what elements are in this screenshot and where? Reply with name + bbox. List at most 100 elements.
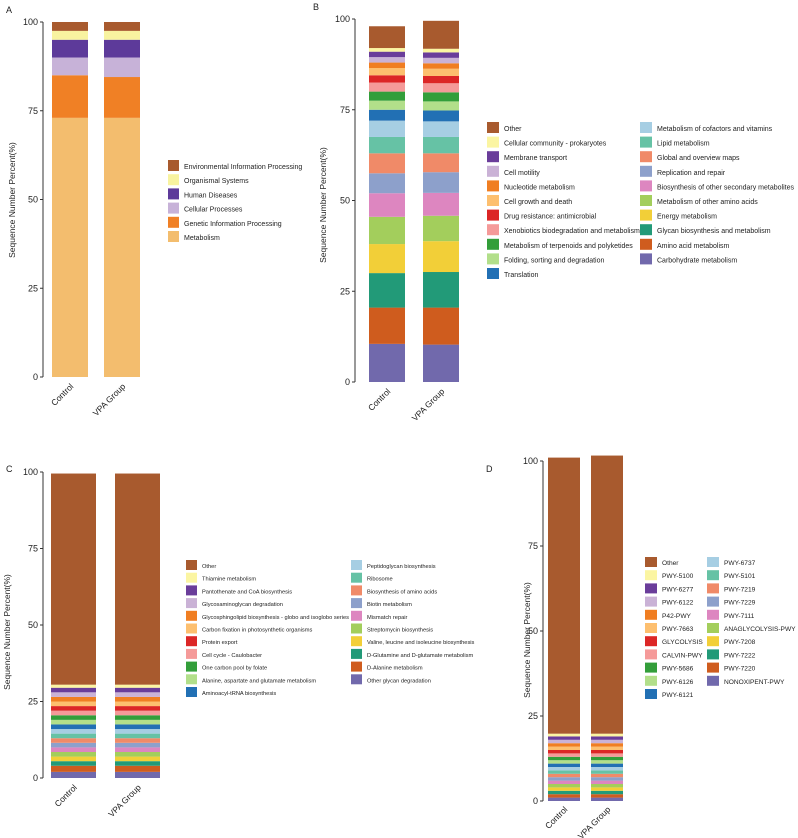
y-tick-label-c-0: 0: [33, 773, 38, 783]
bar-segment-b-vpa-group-folding-sorting-and-degradation: [423, 101, 459, 111]
bar-segment-d-vpa-group-pwy-6126: [591, 760, 623, 764]
bar-segment-a-control-cellular-processes: [52, 57, 88, 76]
bar-segment-d-vpa-group-pwy-6737: [591, 767, 623, 771]
legend-label-b-glycan-biosynthesis-and-metabolism: Glycan biosynthesis and metabolism: [657, 228, 771, 235]
legend-label-b-xenobiotics-biodegradation-and-metabolism: Xenobiotics biodegradation and metabolis…: [504, 228, 640, 235]
legend-swatch-b-replication-and-repair: [640, 165, 652, 177]
bar-segment-c-control-glycosaminoglycan-degradation: [51, 692, 96, 697]
bar-segment-d-control-pwy-5686: [548, 756, 580, 761]
bar-segment-d-control-pwy-6121: [548, 763, 580, 767]
legend-swatch-c-biosynthesis-of-amino-acids: [351, 585, 362, 596]
legend-swatch-b-biosynthesis-of-other-secondary-metabolites: [640, 180, 652, 192]
legend-label-d-pwy-7220: PWY-7220: [724, 666, 756, 673]
legend-swatch-b-cell-growth-and-death: [487, 195, 499, 206]
bar-segment-c-vpa-group-mismatch-repair: [115, 747, 160, 752]
bar-segment-b-vpa-group-metabolism-of-terpenoids-and-polyketides: [423, 92, 459, 102]
x-tick-label-c-vpa-group: VPA Group: [106, 782, 143, 819]
bar-segment-c-vpa-group-carbon-fixation-in-photosynthetic-organisms: [115, 701, 160, 707]
legend-label-c-carbon-fixation-in-photosynthetic-organisms: Carbon fixation in photosynthetic organi…: [202, 628, 312, 634]
bar-segment-b-control-membrane-transport: [369, 51, 405, 58]
bar-segment-d-vpa-group-glycolysis: [591, 750, 623, 754]
y-axis-title-a: Sequence Number Percent(%): [7, 142, 17, 258]
legend-swatch-d-pwy-5686: [645, 662, 657, 673]
legend-label-b-cell-motility: Cell motility: [504, 170, 540, 177]
bar-segment-d-control-pwy-7229: [548, 777, 580, 781]
bar-segment-c-vpa-group-d-glutamine-and-d-glutamate-metabolism: [115, 761, 160, 766]
legend-swatch-d-other: [645, 557, 657, 567]
x-tick-label-a-vpa-group: VPA Group: [91, 381, 128, 418]
chart-panel-b: B 0 25 50 75 100 Sequence Number Percent(%) Con…: [313, 2, 794, 423]
bar-segment-d-vpa-group-pwy-7208: [591, 787, 623, 791]
bar-segment-c-control-peptidoglycan-biosynthesis: [51, 729, 96, 734]
bar-segment-a-control-human-diseases: [52, 39, 88, 58]
legend-label-b-drug-resistance-antimicrobial: Drug resistance: antimicrobial: [504, 214, 597, 221]
bar-segment-c-vpa-group-peptidoglycan-biosynthesis: [115, 729, 160, 734]
bar-segment-d-vpa-group-pwy-6277: [591, 736, 623, 740]
legend-swatch-c-protein-export: [186, 636, 197, 647]
y-tick-label-d-100: 100: [523, 456, 538, 466]
bar-segment-b-control-cell-growth-and-death: [369, 68, 405, 76]
bar-segment-b-control-metabolism-of-other-amino-acids: [369, 216, 405, 245]
legend-swatch-b-translation: [487, 268, 499, 279]
bar-segment-d-control-nonoxipent-pwy: [548, 797, 580, 801]
bar-segment-d-control-pwy-5100: [548, 733, 580, 737]
legend-swatch-c-other-glycan-degradation: [351, 674, 362, 685]
bar-segment-b-vpa-group-carbohydrate-metabolism: [423, 344, 459, 382]
bar-segment-d-vpa-group-pwy-7229: [591, 777, 623, 781]
bar-segment-b-control-metabolism-of-cofactors-and-vitamins: [369, 120, 405, 137]
bar-segment-d-control-pwy-7219: [548, 773, 580, 778]
bar-segment-c-vpa-group-ribosome: [115, 733, 160, 739]
bar-segment-d-vpa-group-pwy-7111: [591, 780, 623, 784]
legend-swatch-b-cell-motility: [487, 165, 499, 177]
bar-segment-c-vpa-group-alanine-aspartate-and-glutamate-metabolism: [115, 719, 160, 725]
legend-label-d-pwy-7229: PWY-7229: [724, 600, 756, 607]
legend-label-a-genetic-information-processing: Genetic Information Processing: [184, 221, 282, 228]
bar-segment-b-control-xenobiotics-biodegradation-and-metabolism: [369, 82, 405, 92]
legend-swatch-c-aminoacyl-trna-biosynthesis: [186, 687, 197, 697]
bar-segment-d-vpa-group-other: [591, 455, 623, 734]
y-tick-label-b-75: 75: [340, 105, 350, 115]
legend-swatch-a-metabolism: [168, 231, 179, 242]
legend-swatch-d-pwy-6121: [645, 689, 657, 699]
legend-swatch-c-streptomycin-biosynthesis: [351, 623, 362, 634]
legend-swatch-c-cell-cycle-caulobacter: [186, 648, 197, 659]
legend-label-b-nucleotide-metabolism: Nucleotide metabolism: [504, 184, 575, 191]
bar-segment-b-vpa-group-membrane-transport: [423, 52, 459, 58]
legend-label-c-pantothenate-and-coa-biosynthesis: Pantothenate and CoA biosynthesis: [202, 589, 292, 595]
bar-segment-c-vpa-group-protein-export: [115, 706, 160, 711]
bar-segment-c-control-glycosphingolipid-biosynthesis-globo-and-isoglobo-series: [51, 696, 96, 702]
legend-swatch-d-pwy-6126: [645, 675, 657, 686]
bar-segment-a-control-metabolism: [52, 117, 88, 377]
legend-swatch-a-genetic-information-processing: [168, 216, 179, 228]
bar-segment-b-vpa-group-translation: [423, 110, 459, 122]
panel-label-a: A: [6, 5, 12, 15]
y-tick-label-a-75: 75: [28, 106, 38, 116]
y-tick-label-c-25: 25: [28, 697, 38, 707]
bar-segment-c-vpa-group-pantothenate-and-coa-biosynthesis: [115, 687, 160, 693]
bar-segment-b-vpa-group-nucleotide-metabolism: [423, 63, 459, 69]
x-tick-label-d-vpa-group: VPA Group: [576, 804, 613, 838]
bar-segment-b-vpa-group-xenobiotics-biodegradation-and-metabolism: [423, 83, 459, 93]
legend-swatch-d-pwy-7229: [707, 596, 719, 607]
bar-segment-c-control-other-glycan-degradation: [51, 771, 96, 778]
legend-swatch-b-metabolism-of-terpenoids-and-polyketides: [487, 238, 499, 250]
legend-swatch-d-pwy-7663: [645, 623, 657, 633]
panel-label-d: D: [486, 464, 493, 474]
legend-label-c-cell-cycle-caulobacter: Cell cycle - Caulobacter: [202, 653, 262, 659]
legend-swatch-c-mismatch-repair: [351, 610, 362, 621]
y-tick-label-c-75: 75: [28, 544, 38, 554]
bar-segment-c-vpa-group-d-alanine-metabolism: [115, 765, 160, 772]
bar-segment-c-control-valine-leucine-and-isoleucine-biosynthesis: [51, 756, 96, 762]
legend-label-d-nonoxipent-pwy: NONOXIPENT-PWY: [724, 679, 785, 686]
bar-segment-b-vpa-group-cell-growth-and-death: [423, 68, 459, 76]
x-tick-label-c-control: Control: [52, 782, 79, 809]
bar-segment-d-control-pwy-7222: [548, 790, 580, 795]
bar-segment-b-control-carbohydrate-metabolism: [369, 343, 405, 382]
legend-swatch-b-metabolism-of-other-amino-acids: [640, 195, 652, 206]
legend-label-a-environmental-information-processing: Environmental Information Processing: [184, 164, 302, 171]
bar-segment-b-control-biosynthesis-of-other-secondary-metabolites: [369, 193, 405, 217]
bar-segment-c-control-biotin-metabolism: [51, 742, 96, 748]
bar-segment-b-control-other: [369, 26, 405, 49]
bar-segment-b-vpa-group-drug-resistance-antimicrobial: [423, 75, 459, 84]
bar-segment-a-vpa-group-genetic-information-processing: [104, 77, 140, 118]
